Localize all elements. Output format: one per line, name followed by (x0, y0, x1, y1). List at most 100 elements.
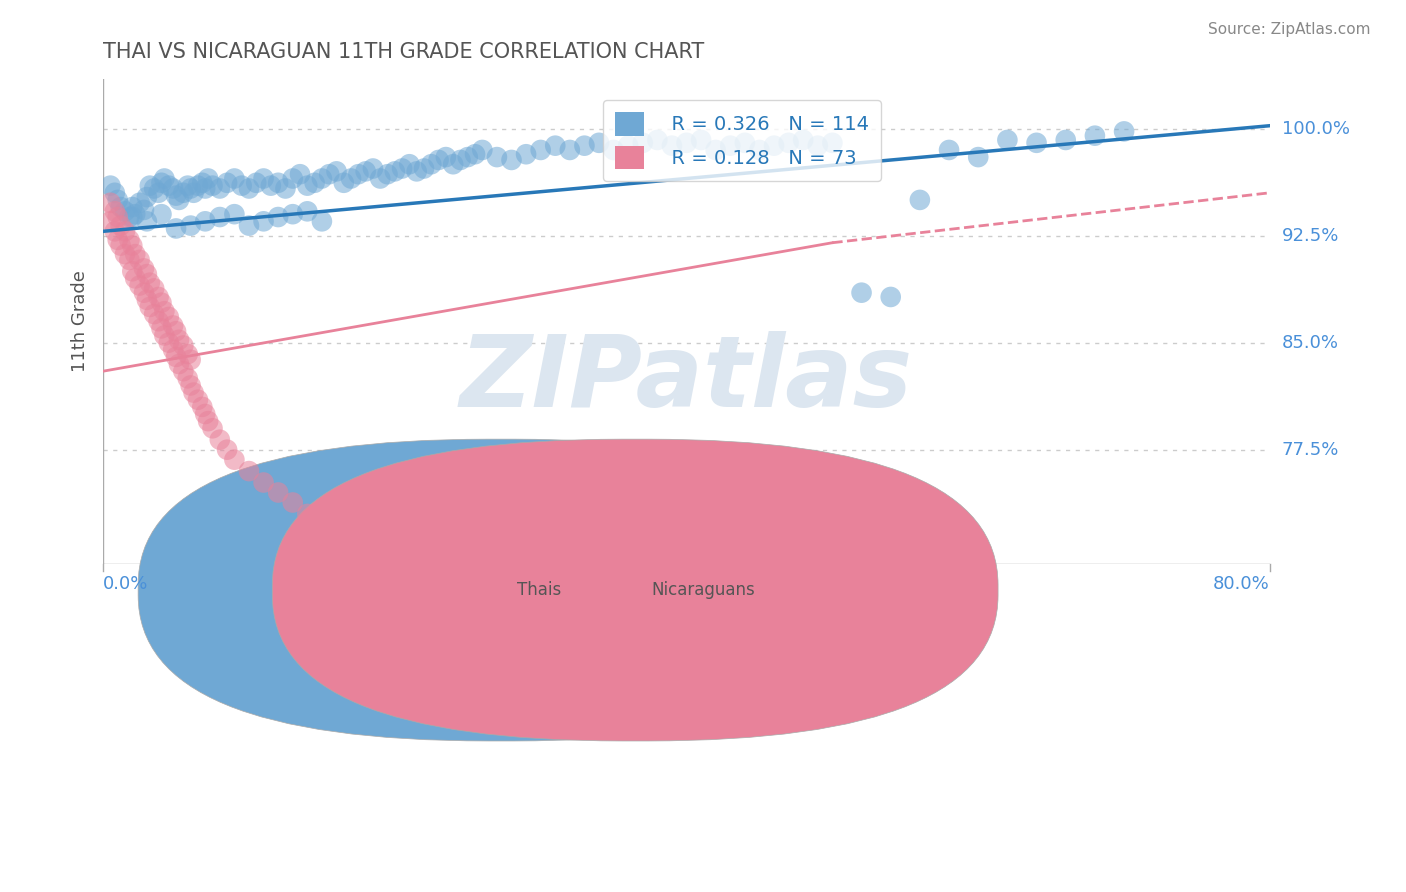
Point (851, 285, 873, 300)
Point (224, 207, 246, 221)
Point (197, 171, 219, 186)
Point (194, 407, 217, 421)
Point (544, 138, 567, 153)
Y-axis label: 11th Grade: 11th Grade (72, 270, 89, 372)
Point (288, 167, 311, 181)
Point (267, 210, 290, 224)
Point (391, 161, 413, 176)
Point (100, 195, 122, 210)
Point (194, 181, 217, 195)
Point (398, 157, 420, 171)
Point (558, 592, 581, 607)
Point (153, 304, 176, 318)
Text: Source: ZipAtlas.com: Source: ZipAtlas.com (1208, 22, 1371, 37)
Point (165, 188, 187, 202)
Point (180, 219, 202, 233)
Point (121, 238, 143, 252)
Point (135, 267, 157, 281)
Point (201, 421, 224, 435)
Point (143, 307, 166, 321)
Point (217, 442, 239, 457)
Point (734, 136, 756, 150)
Point (132, 285, 155, 300)
Text: Thais: Thais (517, 581, 561, 599)
FancyBboxPatch shape (273, 439, 998, 741)
Point (252, 214, 274, 228)
Point (104, 186, 127, 200)
Point (172, 186, 194, 200)
Point (135, 293, 157, 307)
Point (880, 290, 903, 304)
Point (148, 186, 170, 200)
Point (208, 181, 231, 195)
Point (405, 164, 427, 178)
Point (124, 247, 146, 261)
Point (267, 176, 290, 190)
Point (132, 261, 155, 276)
Point (143, 281, 166, 295)
Point (150, 207, 173, 221)
Point (118, 210, 141, 224)
Point (1054, 133, 1077, 147)
Point (114, 224, 136, 238)
Legend:   R = 0.326   N = 114,   R = 0.128   N = 73: R = 0.326 N = 114, R = 0.128 N = 73 (603, 101, 882, 181)
Point (245, 176, 267, 190)
Point (110, 219, 132, 233)
Point (325, 528, 347, 542)
Text: 85.0%: 85.0% (1282, 334, 1339, 351)
Point (318, 167, 340, 181)
Point (139, 178, 162, 193)
Text: 80.0%: 80.0% (1213, 575, 1270, 593)
Text: Nicaraguans: Nicaraguans (651, 581, 755, 599)
Point (778, 136, 800, 150)
Point (150, 321, 173, 335)
Point (118, 252, 141, 267)
Point (135, 214, 157, 228)
Point (558, 143, 581, 157)
Point (718, 138, 741, 153)
Point (602, 143, 624, 157)
Point (995, 133, 1018, 147)
Text: 100.0%: 100.0% (1282, 120, 1350, 137)
Point (413, 564, 436, 578)
Point (107, 210, 129, 224)
Point (1084, 128, 1107, 143)
Point (354, 549, 377, 564)
Point (908, 193, 931, 207)
Point (267, 485, 290, 500)
Point (238, 181, 260, 195)
Point (274, 181, 297, 195)
Point (187, 392, 209, 407)
Point (139, 300, 162, 314)
Point (574, 138, 596, 153)
Point (617, 138, 640, 153)
Point (150, 176, 173, 190)
Point (588, 599, 610, 614)
Point (167, 333, 190, 347)
Point (377, 167, 399, 181)
Point (690, 133, 713, 147)
Point (201, 178, 224, 193)
Point (368, 552, 391, 566)
Point (135, 190, 157, 204)
Point (172, 338, 194, 352)
Point (124, 207, 146, 221)
Point (515, 147, 537, 161)
Point (704, 143, 727, 157)
Point (104, 204, 127, 219)
Point (180, 181, 202, 195)
Point (197, 414, 219, 428)
Point (457, 150, 479, 164)
Point (187, 178, 209, 193)
Point (128, 278, 150, 293)
Point (252, 475, 274, 490)
Point (304, 176, 326, 190)
Point (441, 157, 464, 171)
Point (162, 343, 184, 357)
Point (148, 290, 170, 304)
Point (427, 153, 450, 167)
Point (661, 138, 683, 153)
Point (763, 138, 786, 153)
Point (177, 347, 200, 361)
Point (114, 204, 136, 219)
